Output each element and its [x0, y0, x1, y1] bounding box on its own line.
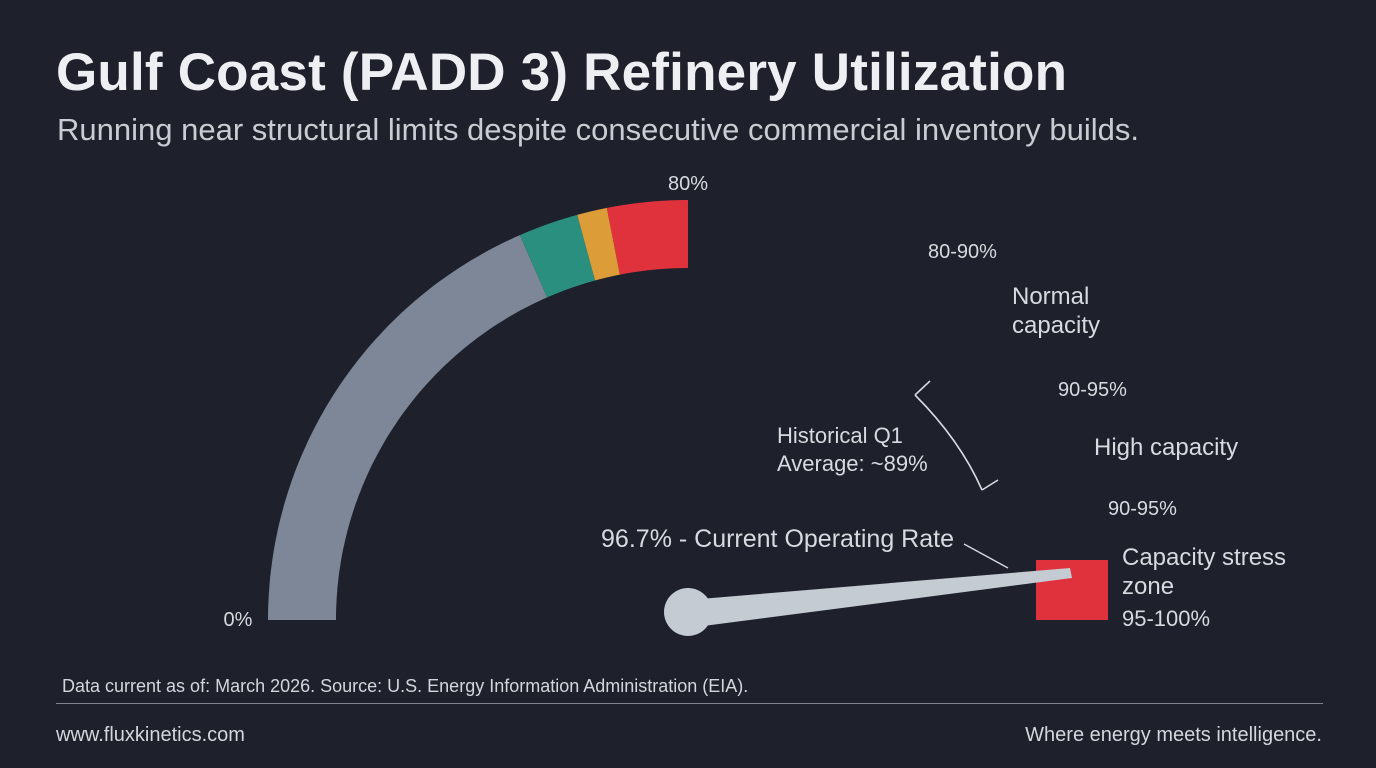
page-subtitle: Running near structural limits despite c…: [57, 112, 1140, 147]
gauge-zone-3-base: [1036, 560, 1108, 620]
gauge-zone-2: [577, 207, 620, 281]
zone-normal-range-label: 80-90%: [928, 241, 997, 263]
source-note: Data current as of: March 2026. Source: …: [62, 676, 749, 696]
gauge-needle: [664, 543, 1072, 636]
gauge-zone-1: [519, 214, 596, 298]
zone-stress-range-label: 90-95%: [1108, 498, 1177, 520]
gauge-min-label: 0%: [224, 609, 253, 631]
tagline: Where energy meets intelligence.: [1025, 724, 1322, 746]
zone-stress-name-line-2: zone: [1122, 573, 1174, 600]
historical-average-label-line-2: Average: ~89%: [777, 451, 928, 476]
website-link[interactable]: www.fluxkinetics.com: [56, 724, 245, 746]
zone-normal-name-line-1: Normal: [1012, 283, 1089, 310]
historical-average-bracket: [914, 380, 999, 491]
gauge-zones: [268, 200, 1108, 620]
current-rate-label: 96.7% - Current Operating Rate: [601, 525, 954, 553]
needle-pointer: [688, 568, 1072, 628]
page-title: Gulf Coast (PADD 3) Refinery Utilization: [56, 43, 1068, 102]
current-rate-leader: [963, 543, 1009, 569]
historical-average-marker: [914, 380, 999, 491]
gauge-zone-0: [268, 235, 548, 620]
gauge-zone-3: [606, 200, 688, 275]
needle-hub: [664, 588, 712, 636]
zone-normal-name-line-2: capacity: [1012, 312, 1100, 339]
gauge-top-label: 80%: [668, 173, 708, 195]
zone-high-range-label: 90-95%: [1058, 379, 1127, 401]
zone-stress-name-line-1: Capacity stress: [1122, 544, 1286, 571]
zone-end-label: 95-100%: [1122, 606, 1210, 631]
zone-high-name: High capacity: [1094, 434, 1238, 461]
historical-average-label-line-1: Historical Q1: [777, 423, 903, 448]
footer-divider: [56, 703, 1323, 704]
